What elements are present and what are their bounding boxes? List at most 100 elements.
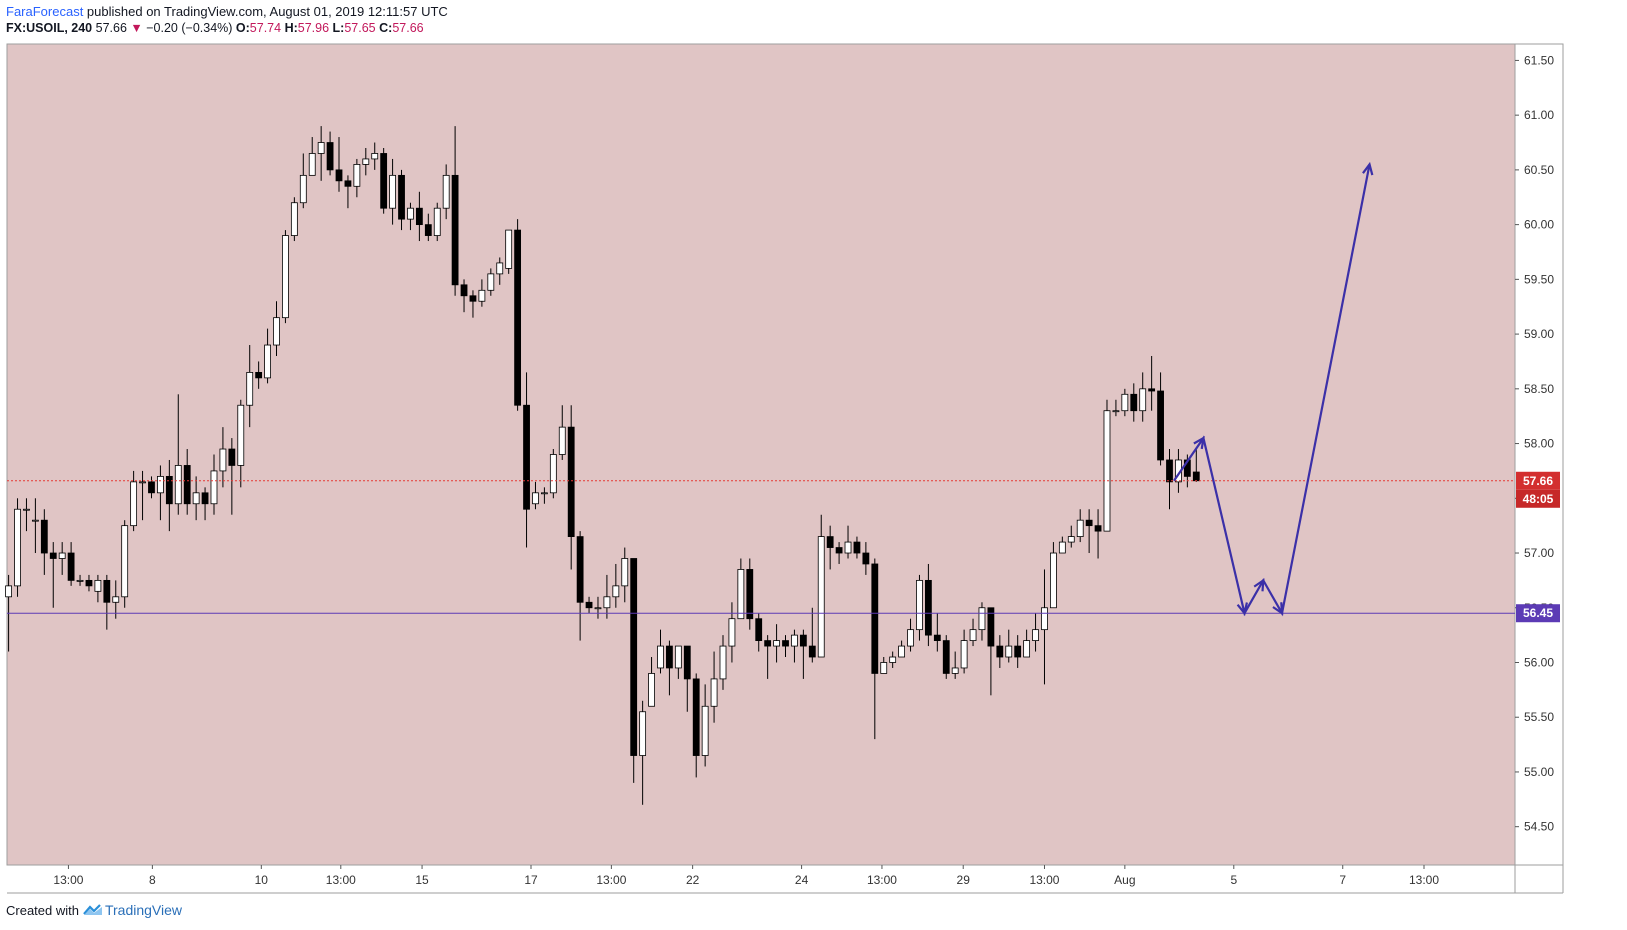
- candle: [826, 525, 834, 570]
- y-tick-label: 61.00: [1524, 108, 1554, 122]
- candle-body-up: [121, 525, 129, 598]
- x-tick-label: 8: [149, 873, 156, 887]
- candle-body-up: [407, 207, 414, 220]
- candle-body-up: [433, 207, 441, 236]
- candle-body-down: [746, 569, 754, 620]
- tradingview-logo-icon: [83, 904, 102, 915]
- candle-body-up: [210, 470, 218, 505]
- close-value: 57.66: [392, 21, 424, 35]
- candle-body-down: [460, 284, 468, 297]
- candle-body-up: [674, 645, 682, 669]
- candle: [505, 229, 513, 274]
- x-tick-label: 13:00: [596, 873, 626, 887]
- candle: [290, 197, 298, 242]
- plot-area[interactable]: [6, 43, 1516, 866]
- candle: [1050, 542, 1057, 609]
- candle-body-up: [916, 579, 923, 631]
- candle: [844, 525, 852, 559]
- candle-body-up: [219, 448, 227, 472]
- candle: [353, 158, 361, 198]
- candle-body-down: [326, 142, 334, 171]
- candle: [237, 399, 245, 488]
- support-label-text: 56.45: [1523, 606, 1553, 620]
- candle-body-up: [389, 174, 396, 209]
- x-tick-label: Aug: [1114, 873, 1135, 887]
- open-value: 57.74: [249, 21, 282, 35]
- candle: [442, 164, 450, 220]
- candle: [817, 514, 825, 658]
- candle-body-up: [317, 142, 325, 154]
- candle-body-up: [549, 454, 557, 494]
- candle: [407, 202, 414, 231]
- candle-body-up: [353, 164, 361, 187]
- candle-body-down: [782, 640, 789, 647]
- candle: [157, 465, 164, 521]
- tradingview-link[interactable]: TradingView: [79, 902, 182, 918]
- candle: [612, 563, 620, 608]
- candle: [58, 542, 66, 575]
- candle-body-up: [112, 596, 120, 603]
- projection-path[interactable]: [1173, 164, 1371, 617]
- candle: [174, 394, 182, 515]
- candle-body-down: [40, 519, 48, 554]
- candle: [567, 405, 575, 570]
- author-link[interactable]: FaraForecast: [6, 4, 84, 19]
- candle: [889, 651, 897, 668]
- candle-body-down: [692, 678, 700, 756]
- created-with-text: Created with: [6, 902, 79, 918]
- candle-body-up: [657, 645, 664, 669]
- candle: [496, 257, 504, 285]
- low-value: 57.65: [344, 21, 376, 35]
- candle-body-up: [505, 229, 513, 269]
- candle: [1166, 449, 1173, 510]
- candle-body-up: [282, 235, 289, 319]
- candle: [1076, 509, 1084, 543]
- candle-body-down: [987, 607, 995, 647]
- x-tick-label: 15: [415, 873, 429, 887]
- candle: [853, 536, 861, 559]
- candle: [1041, 569, 1048, 685]
- candle: [782, 635, 789, 658]
- countdown-label-text: 48:05: [1523, 492, 1554, 506]
- candle: [201, 487, 209, 521]
- candle-body-up: [594, 607, 602, 610]
- candle-body-down: [451, 174, 459, 286]
- candle-body-down: [799, 634, 807, 647]
- candle: [924, 563, 932, 647]
- candle: [130, 470, 138, 532]
- candle-body-down: [924, 579, 932, 636]
- candle: [541, 487, 548, 504]
- candle: [1130, 383, 1138, 422]
- low-label: L:: [332, 21, 345, 35]
- price-axis[interactable]: [1514, 43, 1564, 866]
- candle-body-down: [567, 426, 575, 537]
- candle-body-up: [1005, 645, 1013, 658]
- x-tick-label: 5: [1230, 873, 1237, 887]
- x-tick-label: 13:00: [867, 873, 897, 887]
- candle-body-down: [942, 640, 950, 674]
- candle: [103, 574, 111, 630]
- arrowhead: [1253, 578, 1265, 592]
- candle-body-down: [424, 224, 432, 236]
- candle-body-up: [130, 481, 138, 527]
- candle-body-up: [264, 344, 271, 379]
- candle: [335, 137, 343, 192]
- candle: [264, 328, 271, 384]
- countdown-label-bg: [1516, 489, 1560, 508]
- candle-body-up: [487, 273, 495, 291]
- candle: [165, 459, 173, 532]
- candle: [1094, 509, 1102, 559]
- candle: [871, 558, 879, 740]
- candle: [344, 175, 352, 209]
- candle: [460, 279, 468, 313]
- candle: [94, 574, 102, 603]
- candle-body-up: [192, 492, 200, 505]
- candle-body-down: [1148, 388, 1156, 392]
- candle-body-down: [183, 465, 191, 505]
- y-tick-label: 56.00: [1524, 655, 1554, 669]
- candle: [808, 607, 816, 663]
- candle-body-up: [5, 585, 12, 598]
- candle-body-down: [853, 541, 861, 554]
- candle: [746, 558, 754, 630]
